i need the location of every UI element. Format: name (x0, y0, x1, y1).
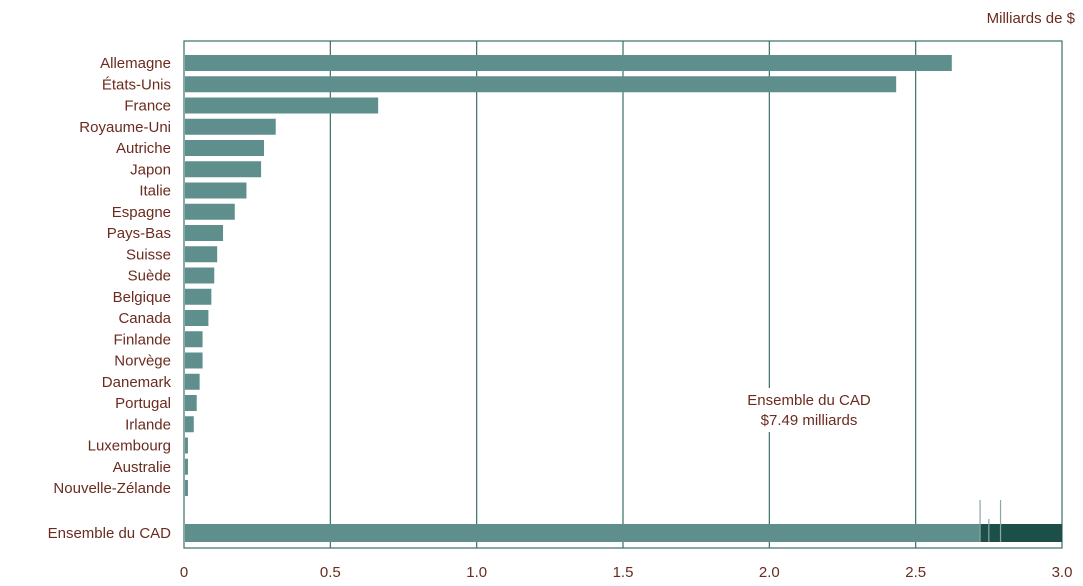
bars (185, 55, 1062, 542)
category-label-total: Ensemble du CAD (48, 525, 172, 542)
category-label: Irlande (125, 416, 171, 433)
x-tick-label: 1.0 (466, 564, 487, 581)
bar (185, 267, 215, 284)
bar (185, 161, 262, 178)
x-tick-label: 2.0 (759, 564, 780, 581)
bar (185, 118, 276, 135)
category-label: Portugal (115, 395, 171, 412)
category-label: Danemark (102, 374, 172, 391)
category-label: Luxembourg (88, 438, 171, 455)
x-tick-label: 2.5 (905, 564, 926, 581)
annotation-box (714, 388, 904, 432)
bar (185, 373, 200, 390)
category-label: France (124, 98, 171, 115)
category-label: Japon (130, 161, 171, 178)
bar (185, 203, 235, 220)
category-label: Espagne (112, 204, 171, 221)
x-tick-labels: 0 0.5 1.0 1.5 2.0 2.5 3.0 (180, 564, 1073, 581)
category-labels: Allemagne États-Unis France Royaume-Uni Autr… (48, 55, 172, 542)
annotation-line-1: Ensemble du CAD (747, 392, 871, 409)
category-label: Suisse (126, 246, 171, 263)
category-label: Finlande (113, 331, 171, 348)
category-label: Norvège (114, 353, 171, 370)
bar (185, 331, 203, 348)
bar (185, 246, 218, 263)
category-label: Autriche (116, 140, 171, 157)
grid-lines (329, 41, 917, 548)
x-tick-label: 0.5 (320, 564, 341, 581)
bar (185, 225, 224, 241)
category-label: Royaume-Uni (79, 119, 171, 136)
category-label: Nouvelle-Zélande (53, 480, 171, 497)
category-label: Pays-Bas (107, 225, 171, 242)
x-tick-label: 3.0 (1052, 564, 1073, 581)
bar (185, 310, 209, 326)
total-bar (185, 524, 1062, 542)
bar (185, 182, 247, 199)
total-annotation: Ensemble du CAD $7.49 milliards (714, 388, 904, 432)
bar (185, 55, 952, 71)
bar (185, 288, 212, 305)
bar (185, 395, 197, 411)
bar (185, 437, 188, 454)
bar (185, 140, 265, 156)
x-tick-label: 1.5 (613, 564, 634, 581)
bar (185, 458, 188, 475)
category-label: Allemagne (100, 55, 171, 72)
bar (185, 480, 188, 496)
bar (185, 352, 203, 369)
annotation-line-2: $7.49 milliards (761, 412, 858, 429)
bar (185, 416, 194, 433)
total-bar-segment (980, 524, 1062, 542)
category-label: Australie (113, 459, 171, 476)
category-label: Suède (128, 268, 171, 285)
category-label: Canada (118, 310, 171, 327)
category-label: États-Unis (102, 76, 171, 93)
unit-label: Milliards de $ (986, 10, 1075, 27)
category-label: Italie (139, 183, 171, 200)
bar (185, 97, 379, 114)
category-label: Belgique (113, 289, 171, 306)
x-tick-label: 0 (180, 564, 188, 581)
bar (185, 76, 897, 93)
